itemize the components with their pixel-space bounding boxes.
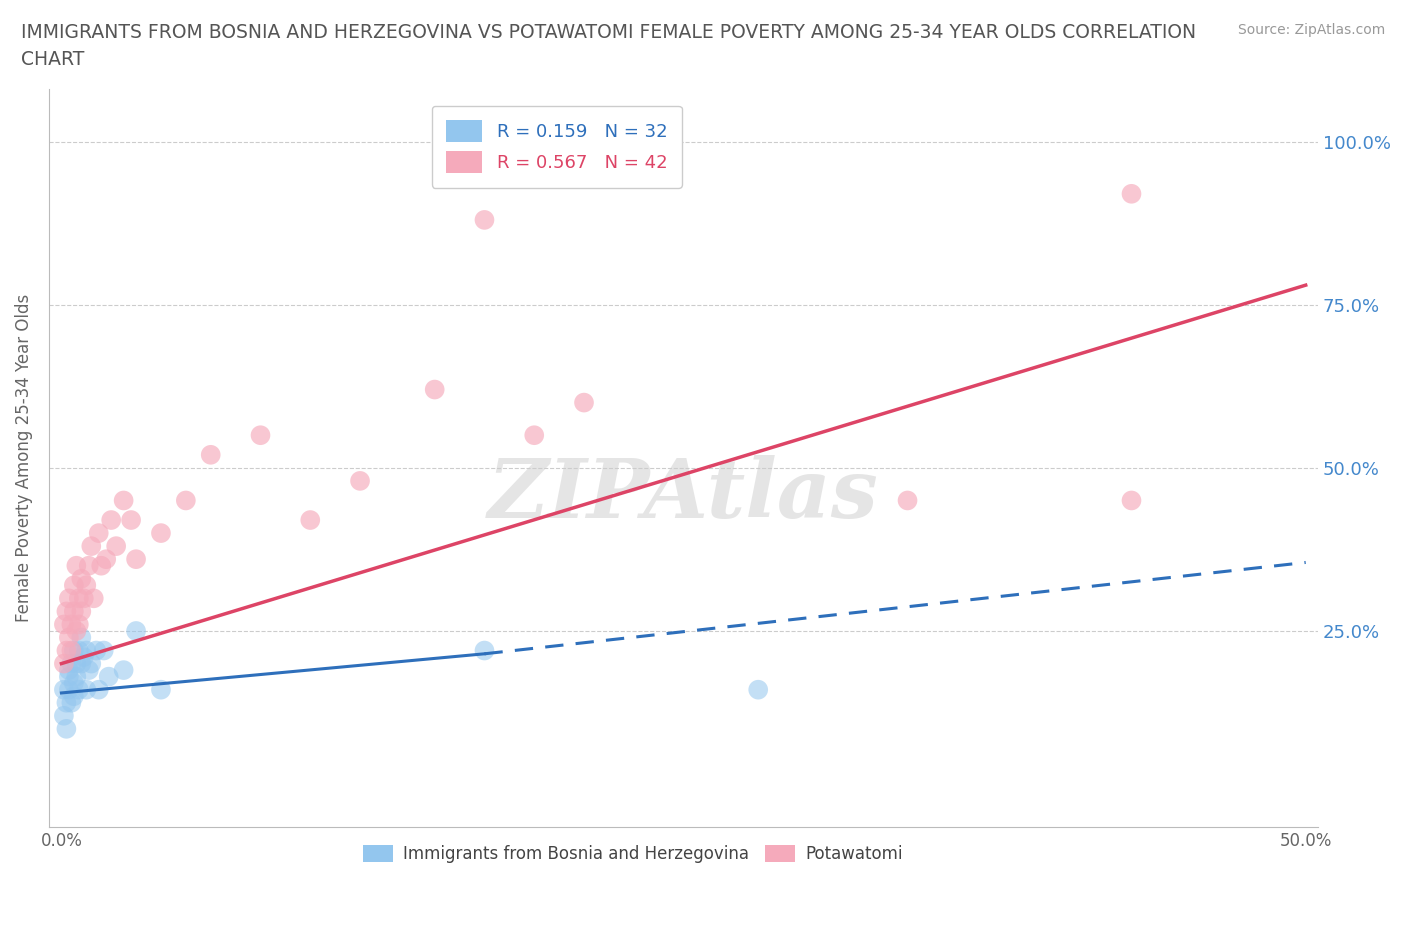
Point bbox=[58, 591, 80, 605]
Point bbox=[58, 683, 80, 698]
Point bbox=[87, 525, 110, 540]
Point bbox=[112, 663, 135, 678]
Point bbox=[58, 630, 80, 644]
Point bbox=[149, 525, 172, 540]
Point bbox=[896, 493, 918, 508]
Text: Source: ZipAtlas.com: Source: ZipAtlas.com bbox=[1237, 23, 1385, 37]
Point bbox=[84, 644, 107, 658]
Point bbox=[63, 578, 86, 592]
Point bbox=[52, 617, 75, 631]
Legend: Immigrants from Bosnia and Herzegovina, Potawatomi: Immigrants from Bosnia and Herzegovina, … bbox=[356, 839, 910, 870]
Point bbox=[112, 493, 135, 508]
Point bbox=[70, 571, 93, 586]
Point bbox=[65, 670, 87, 684]
Y-axis label: Female Poverty Among 25-34 Year Olds: Female Poverty Among 25-34 Year Olds bbox=[15, 294, 32, 622]
Point bbox=[523, 428, 546, 443]
Point bbox=[65, 657, 87, 671]
Point bbox=[747, 683, 769, 698]
Point bbox=[149, 683, 172, 698]
Point bbox=[77, 558, 100, 573]
Point bbox=[120, 512, 142, 527]
Point bbox=[70, 630, 93, 644]
Point bbox=[93, 644, 115, 658]
Point bbox=[1121, 186, 1143, 201]
Text: IMMIGRANTS FROM BOSNIA AND HERZEGOVINA VS POTAWATOMI FEMALE POVERTY AMONG 25-34 : IMMIGRANTS FROM BOSNIA AND HERZEGOVINA V… bbox=[21, 23, 1197, 69]
Point bbox=[96, 551, 118, 566]
Point bbox=[55, 604, 77, 618]
Point bbox=[174, 493, 197, 508]
Point bbox=[80, 657, 103, 671]
Point bbox=[70, 604, 93, 618]
Point bbox=[423, 382, 446, 397]
Point bbox=[67, 591, 90, 605]
Point bbox=[200, 447, 222, 462]
Point bbox=[83, 591, 105, 605]
Point bbox=[55, 722, 77, 737]
Point bbox=[90, 558, 112, 573]
Point bbox=[249, 428, 271, 443]
Point bbox=[73, 591, 96, 605]
Text: ZIPAtlas: ZIPAtlas bbox=[488, 455, 879, 535]
Point bbox=[1121, 493, 1143, 508]
Point bbox=[474, 212, 496, 227]
Point bbox=[67, 617, 90, 631]
Point bbox=[97, 670, 120, 684]
Point bbox=[474, 644, 496, 658]
Point bbox=[125, 551, 148, 566]
Point bbox=[80, 538, 103, 553]
Point bbox=[105, 538, 128, 553]
Point bbox=[100, 512, 122, 527]
Point bbox=[67, 683, 90, 698]
Point bbox=[77, 663, 100, 678]
Point bbox=[349, 473, 371, 488]
Point bbox=[52, 709, 75, 724]
Point bbox=[60, 644, 83, 658]
Point bbox=[63, 676, 86, 691]
Point bbox=[73, 650, 96, 665]
Point bbox=[58, 663, 80, 678]
Point bbox=[52, 657, 75, 671]
Point bbox=[299, 512, 322, 527]
Point bbox=[125, 623, 148, 638]
Point bbox=[63, 604, 86, 618]
Point bbox=[87, 683, 110, 698]
Point bbox=[67, 644, 90, 658]
Point bbox=[75, 644, 97, 658]
Point bbox=[65, 558, 87, 573]
Point bbox=[75, 578, 97, 592]
Point bbox=[60, 617, 83, 631]
Point bbox=[55, 644, 77, 658]
Point bbox=[63, 689, 86, 704]
Point bbox=[65, 623, 87, 638]
Point bbox=[52, 683, 75, 698]
Point bbox=[63, 644, 86, 658]
Point bbox=[70, 657, 93, 671]
Point bbox=[60, 657, 83, 671]
Point bbox=[55, 696, 77, 711]
Point bbox=[58, 670, 80, 684]
Point bbox=[572, 395, 595, 410]
Point bbox=[60, 696, 83, 711]
Point bbox=[75, 683, 97, 698]
